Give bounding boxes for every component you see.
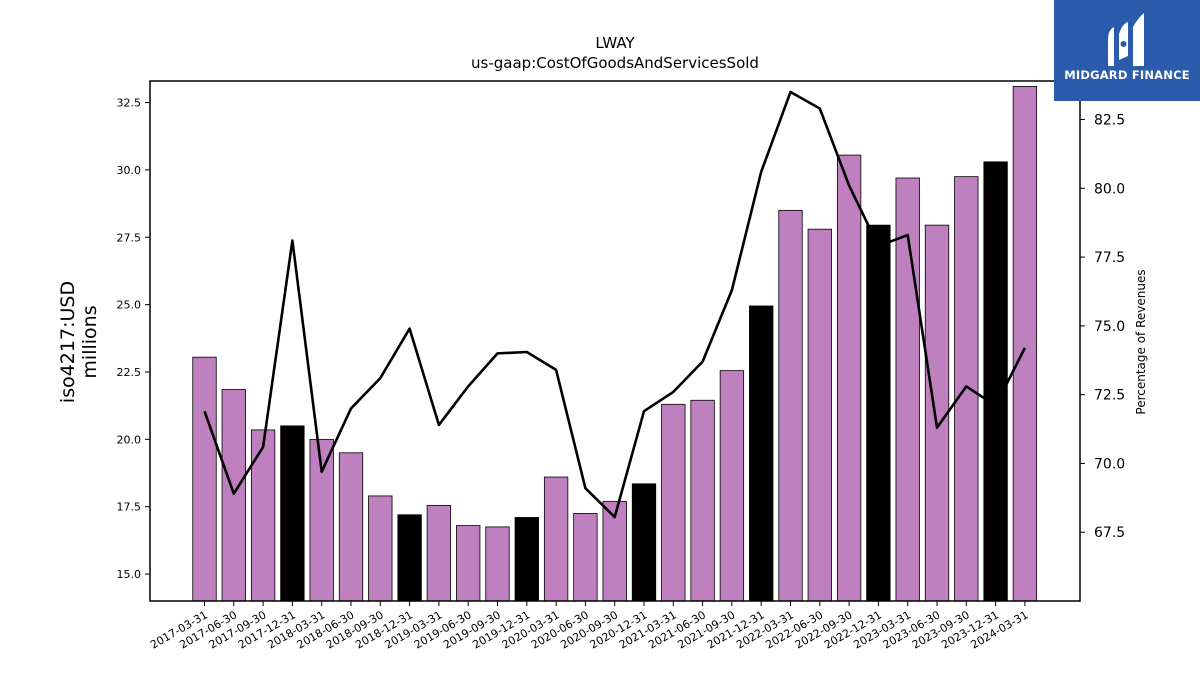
y2-tick-label: 70.0 — [1094, 456, 1125, 472]
chart-subtitle: us-gaap:CostOfGoodsAndServicesSold — [471, 54, 759, 72]
bar-2022-09-30 — [836, 154, 862, 602]
bar-series — [192, 85, 1038, 602]
y-axis-label-units: millions — [79, 305, 101, 378]
y-axis-label: iso4217:USD — [57, 281, 79, 403]
midgard-finance-logo: MIDGARD FINANCE — [1054, 0, 1200, 101]
bar-2024-03-31 — [1012, 85, 1038, 602]
y2-tick-label: 67.5 — [1094, 525, 1125, 541]
bar-2022-12-31 — [866, 224, 891, 602]
bar-2023-12-31 — [983, 161, 1008, 602]
y-tick-label: 20.0 — [117, 433, 142, 446]
bar-2020-12-31 — [631, 483, 657, 602]
bar-2022-06-30 — [807, 228, 832, 602]
line-series — [203, 90, 1027, 519]
bar-2017-03-31 — [192, 356, 217, 602]
y2-tick-label: 75.0 — [1094, 319, 1125, 335]
bar-2019-06-30 — [456, 525, 481, 602]
y2-tick-label: 80.0 — [1094, 181, 1125, 197]
y2-tick-label: 82.5 — [1094, 113, 1125, 129]
bar-2020-03-31 — [543, 476, 569, 602]
chart-title: LWAY — [595, 34, 635, 52]
bar-2019-12-31 — [514, 517, 539, 602]
bar-2021-12-31 — [749, 305, 774, 602]
y-tick-label: 27.5 — [117, 231, 142, 244]
bar-2017-12-31 — [280, 425, 305, 602]
percentage-line — [203, 90, 1027, 519]
bar-2019-09-30 — [485, 526, 510, 602]
y2-tick-label: 72.5 — [1094, 388, 1125, 404]
bar-2021-03-31 — [661, 403, 686, 602]
bar-2022-03-31 — [778, 209, 803, 602]
bar-2018-09-30 — [368, 495, 393, 602]
y-tick-label: 17.5 — [117, 501, 142, 514]
bar-2018-06-30 — [338, 452, 364, 602]
logo-text: MIDGARD FINANCE — [1064, 68, 1190, 82]
bar-2019-03-31 — [426, 504, 452, 602]
y-tick-label: 22.5 — [117, 366, 142, 379]
y2-tick-label: 77.5 — [1094, 250, 1125, 266]
bar-2017-09-30 — [250, 429, 276, 602]
y-tick-label: 30.0 — [117, 164, 142, 177]
midgard-logo-icon — [1108, 13, 1144, 66]
bar-2020-06-30 — [573, 513, 598, 602]
y-tick-label: 15.0 — [117, 568, 142, 581]
bar-2023-06-30 — [924, 224, 950, 602]
bar-2023-09-30 — [954, 176, 979, 602]
y2-axis-label: Percentage of Revenues — [1134, 269, 1148, 414]
y-tick-label: 25.0 — [117, 299, 142, 312]
bar-2021-09-30 — [719, 370, 745, 602]
bar-2021-06-30 — [690, 399, 715, 602]
bar-2017-06-30 — [221, 389, 246, 602]
y-tick-label: 32.5 — [117, 97, 142, 110]
bar-2018-12-31 — [397, 514, 422, 602]
